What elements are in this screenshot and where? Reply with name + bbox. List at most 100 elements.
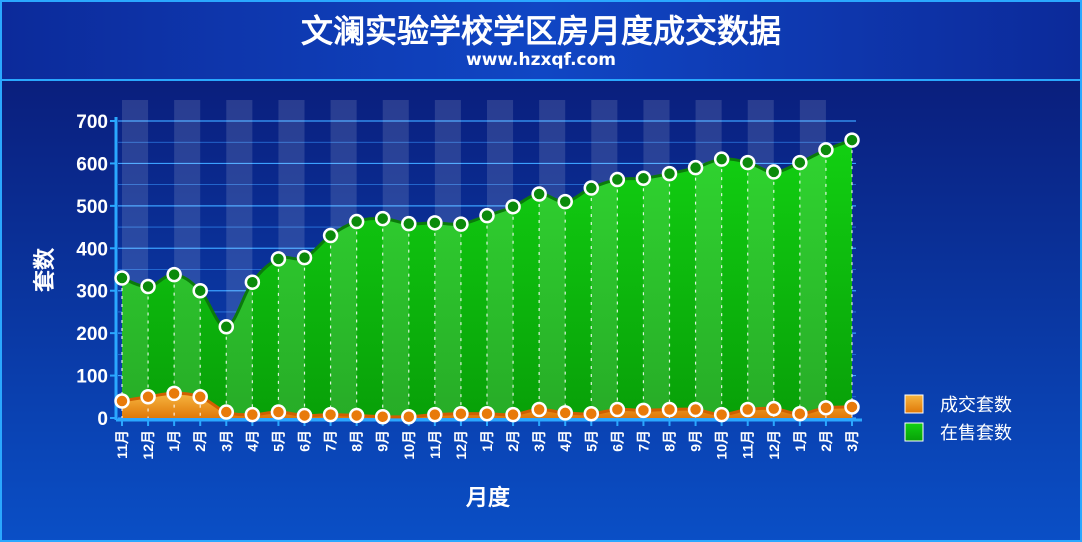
x-tick-label: 8月	[349, 430, 365, 452]
listed-point	[218, 319, 235, 335]
y-axis-label: 套数	[32, 247, 58, 292]
x-axis-label: 月度	[465, 485, 511, 511]
listed-point	[818, 142, 834, 158]
sold-point	[687, 401, 704, 418]
listed-point	[661, 165, 678, 182]
sold-point	[374, 408, 391, 425]
sold-point	[609, 401, 626, 418]
x-tick-label: 7月	[323, 430, 339, 452]
listed-point	[557, 193, 573, 210]
y-tick-label: 200	[76, 324, 108, 345]
listed-point	[713, 151, 730, 167]
y-tick-label: 100	[76, 367, 108, 388]
x-tick-label: 11月	[427, 430, 443, 459]
marker-layer	[114, 132, 860, 425]
legend: 成交套数 在售套数	[904, 394, 1012, 444]
x-tick-label: 6月	[609, 430, 625, 452]
listed-point	[296, 249, 313, 266]
column-band	[591, 100, 618, 418]
listed-point	[766, 164, 782, 180]
x-tick-label: 2月	[505, 430, 521, 452]
column-band	[747, 100, 774, 418]
x-tick-label: 9月	[688, 430, 704, 452]
listed-point	[140, 278, 156, 295]
listed-point	[739, 154, 756, 171]
x-tick-label: 1月	[792, 430, 808, 452]
sold-point	[583, 406, 600, 422]
header-band	[0, 0, 1082, 80]
legend-label-listed: 在售套数	[940, 423, 1012, 444]
x-tick-label: 2月	[818, 430, 834, 452]
sold-point	[114, 393, 130, 409]
x-tick-label: 7月	[635, 430, 651, 452]
listed-point	[583, 180, 600, 196]
listed-point	[792, 154, 808, 171]
x-tick-label: 9月	[375, 430, 391, 452]
listed-point	[270, 251, 287, 267]
column-band	[278, 100, 305, 418]
sold-point	[844, 399, 860, 415]
x-tick-label: 5月	[583, 430, 599, 452]
y-tick-label: 700	[76, 112, 108, 133]
column-band	[643, 100, 670, 418]
x-tick-label: 1月	[166, 430, 182, 452]
x-tick-label: 1月	[479, 430, 495, 452]
sold-point	[531, 401, 547, 418]
sold-point	[792, 406, 808, 422]
x-tick-label: 2月	[192, 430, 208, 452]
sold-point	[479, 406, 495, 422]
x-tick-label: 3月	[531, 430, 547, 452]
sold-point	[192, 389, 208, 405]
listed-point	[505, 198, 521, 215]
legend-label-sold: 成交套数	[940, 395, 1012, 416]
listed-point	[479, 207, 495, 224]
sold-point	[218, 404, 235, 420]
listed-point	[687, 159, 704, 176]
listed-point	[401, 215, 417, 232]
listed-point	[244, 274, 261, 290]
column-band	[122, 100, 149, 418]
sold-point	[661, 401, 678, 418]
legend-swatch-sold	[904, 394, 924, 414]
sold-point	[713, 406, 730, 423]
sold-point	[244, 406, 261, 423]
column-band	[487, 100, 514, 418]
listed-point	[453, 216, 469, 232]
y-tick-label: 400	[76, 239, 108, 260]
column-band	[382, 100, 409, 418]
listed-point	[427, 215, 443, 231]
x-tick-label: 11月	[740, 430, 756, 459]
x-tick-label: 4月	[244, 430, 260, 452]
axis-layer: 0 100 200 300 400 500 600 700 11月 12月 1月 2月 3月 4月 5月 6月…	[76, 112, 862, 460]
x-tick-label: 3月	[844, 430, 860, 452]
sold-point	[348, 407, 365, 424]
sold-point	[818, 400, 834, 416]
listed-point	[609, 171, 626, 188]
column-band	[434, 100, 461, 418]
listed-point	[192, 282, 208, 299]
sold-point	[635, 402, 652, 419]
listed-point	[348, 213, 365, 230]
sold-point	[166, 385, 182, 402]
listed-point	[114, 270, 130, 286]
sold-point	[401, 408, 417, 425]
listed-point	[322, 227, 339, 244]
listed-point	[844, 132, 860, 148]
x-tick-label: 3月	[218, 430, 234, 452]
x-tick-label: 11月	[114, 430, 130, 459]
column-band	[226, 100, 253, 418]
x-tick-label: 4月	[557, 430, 573, 452]
chart-subtitle: www.hzxqf.com	[466, 50, 616, 70]
column-band	[799, 100, 826, 418]
listed-point	[374, 210, 391, 227]
listed-point	[635, 170, 652, 187]
x-tick-label: 8月	[662, 430, 678, 452]
y-tick-label: 0	[97, 409, 108, 430]
y-tick-label: 500	[76, 197, 108, 218]
legend-swatch-listed	[904, 422, 924, 442]
sold-point	[505, 406, 521, 423]
sold-point	[557, 405, 573, 421]
